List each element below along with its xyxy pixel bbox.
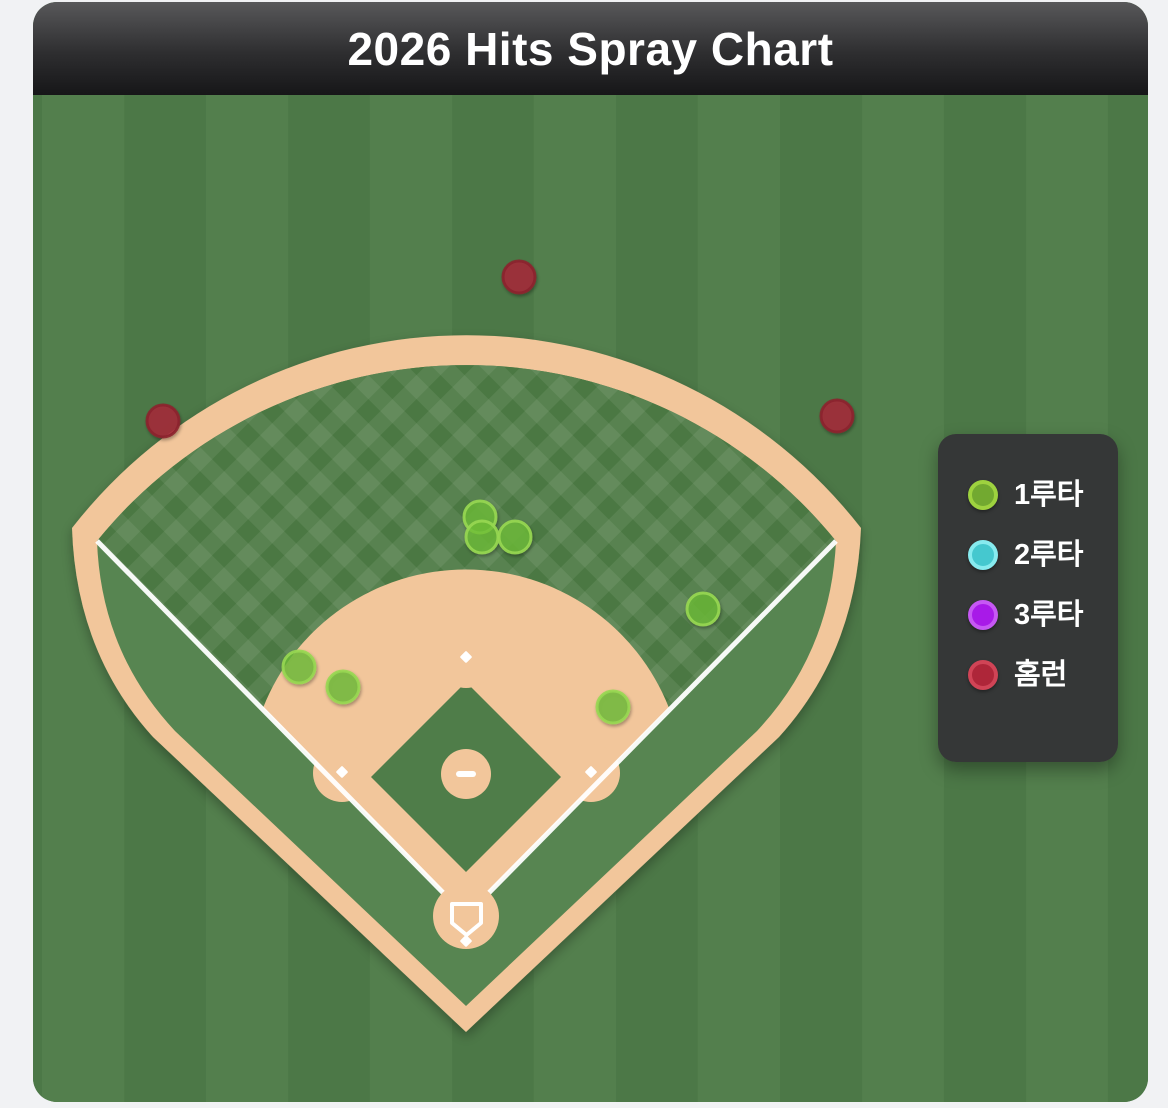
legend-item-triple: 3루타: [968, 600, 1118, 630]
first-base-marker: [585, 766, 597, 778]
home-plate-circle: [433, 883, 499, 949]
baseball-field-diagram: [72, 259, 861, 1033]
third-base-marker: [336, 766, 348, 778]
legend-item-double: 2루타: [968, 540, 1118, 570]
hit-dot-homerun[interactable]: [501, 259, 537, 295]
hits-layer: [145, 259, 855, 725]
legend-label-double: 2루타: [1014, 538, 1084, 571]
second-base-marker: [460, 651, 472, 663]
legend-label-single: 1루타: [1014, 478, 1084, 511]
legend-dot-double: [968, 540, 998, 570]
hit-dot-single[interactable]: [685, 591, 721, 627]
hit-dot-single[interactable]: [497, 519, 533, 555]
legend-dot-single: [968, 480, 998, 510]
chart-title: 2026 Hits Spray Chart: [347, 22, 834, 75]
hit-dot-single[interactable]: [325, 669, 361, 705]
home-plate-dot: [460, 935, 472, 947]
legend-item-single: 1루타: [968, 480, 1118, 510]
legend-dot-homerun: [968, 660, 998, 690]
legend-dot-triple: [968, 600, 998, 630]
legend-label-triple: 3루타: [1014, 598, 1084, 631]
chart-header: 2026 Hits Spray Chart: [33, 2, 1148, 95]
hit-dot-single[interactable]: [464, 519, 500, 555]
hit-dot-homerun[interactable]: [819, 398, 855, 434]
spray-chart-card: 2026 Hits Spray Chart: [33, 2, 1148, 1102]
hit-dot-single[interactable]: [281, 649, 317, 685]
pitcher-rubber: [456, 771, 476, 777]
hit-dot-homerun[interactable]: [145, 403, 181, 439]
legend-item-homerun: 홈런: [968, 660, 1118, 690]
legend-label-homerun: 홈런: [1014, 658, 1068, 691]
foul-line-left: [95, 539, 468, 918]
hit-dot-single[interactable]: [595, 689, 631, 725]
home-plate-icon: [450, 902, 483, 937]
foul-line-right: [464, 539, 838, 918]
